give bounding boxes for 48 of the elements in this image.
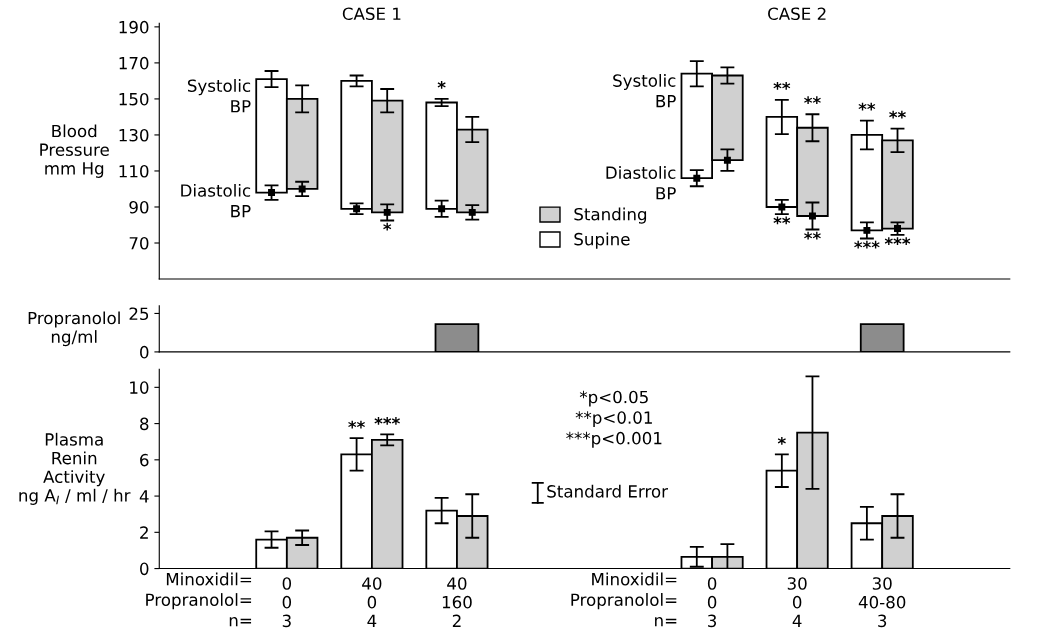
y-tick-label: 0 [140, 345, 149, 359]
legend-label: Standing [574, 207, 647, 224]
y-axis-title: Plasma Renin Activity ng A$_{I}$ / ml / hr [19, 432, 131, 505]
data-label: ** [858, 102, 876, 111]
data-label: ** [348, 420, 365, 429]
y-tick-label: 170 [119, 56, 149, 70]
y-tick-label: 8 [140, 417, 149, 431]
x-tick-label: 0 0 3 [282, 577, 292, 628]
y-tick-label: 190 [119, 20, 149, 34]
y-tick-label: 6 [140, 453, 149, 467]
data-label: *** [374, 417, 400, 425]
text: CASE 2 [768, 7, 826, 21]
y-axis-title: Blood Pressure mm Hg [40, 124, 109, 178]
text: CASE 1 [342, 7, 401, 21]
x-tick-label: 40 0 4 [362, 577, 382, 627]
x-tick-label: 30 40-80 3 [858, 577, 906, 628]
annotation: Systolic BP [187, 79, 251, 113]
y-tick-label: 10 [130, 381, 149, 394]
annotation: Standard Error [547, 484, 668, 498]
data-label: * [437, 81, 446, 89]
annotation: Diastolic BP [181, 183, 251, 218]
y-tick-label: 4 [139, 490, 149, 503]
data-label: ** [889, 110, 906, 119]
data-label: *** [854, 240, 880, 249]
y-tick-label: 70 [129, 236, 149, 250]
data-label: *** [884, 237, 911, 245]
data-label: ** [773, 81, 791, 90]
y-tick-label: 0 [140, 562, 149, 576]
annotation: Systolic BP [613, 73, 676, 108]
y-tick-label: 25 [129, 307, 149, 321]
data-label: * [383, 222, 392, 231]
legend-label: Supine [574, 232, 630, 249]
y-tick-label: 150 [119, 92, 149, 106]
annotation: Diastolic BP [606, 166, 676, 200]
data-label: ** [773, 216, 791, 225]
x-tick-label: 40 160 2 [442, 577, 472, 627]
y-tick-label: 2 [140, 526, 148, 539]
data-label: * [777, 436, 786, 445]
data-label: ** [804, 231, 821, 240]
data-label: ** [804, 96, 821, 105]
y-tick-label: 130 [119, 128, 149, 142]
text: Minoxidil= Propranolol= n= [571, 572, 677, 627]
x-tick-label: 30 0 4 [787, 577, 807, 627]
y-tick-label: 90 [129, 200, 149, 214]
x-tick-label: 0 0 3 [707, 577, 717, 628]
y-axis-title: Propranolol ng/ml [28, 311, 120, 347]
y-tick-label: 110 [119, 164, 149, 178]
text: *p<0.05 **p<0.01 ***p<0.001 [566, 390, 662, 448]
